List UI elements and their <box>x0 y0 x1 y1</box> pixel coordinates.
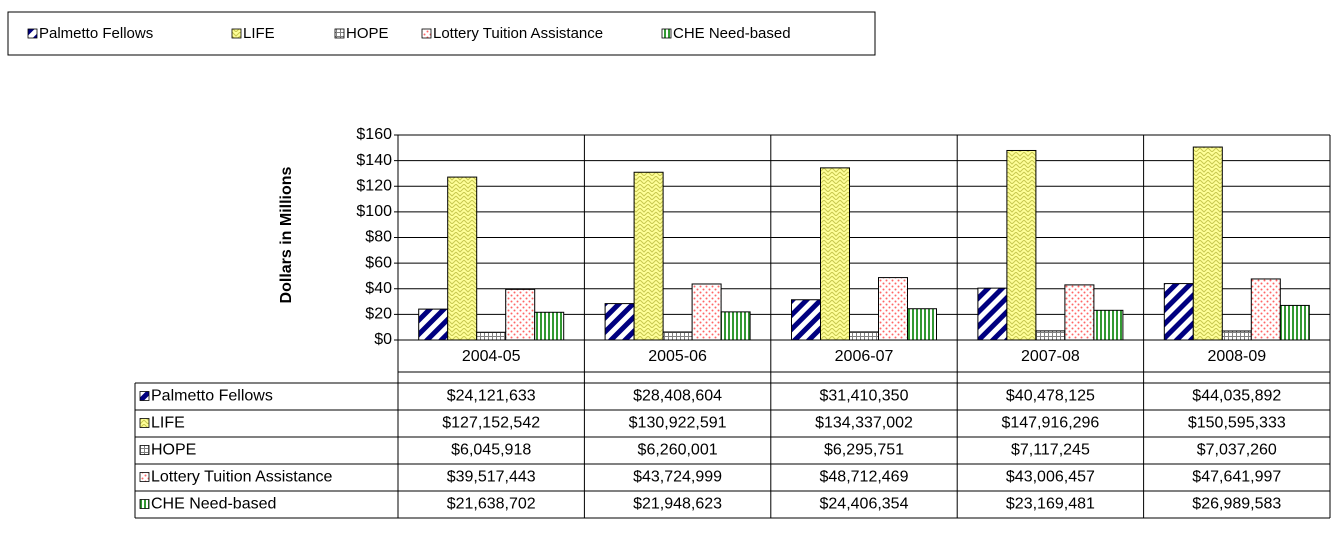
legend-swatch <box>27 28 38 39</box>
y-tick-label: $20 <box>365 306 392 323</box>
bar <box>505 288 536 341</box>
table-cell: $43,724,999 <box>633 469 722 486</box>
table-cell: $6,295,751 <box>824 442 904 459</box>
bar <box>878 277 908 341</box>
bar <box>907 308 937 341</box>
table-cell: $24,406,354 <box>820 496 909 513</box>
legend-label: Palmetto Fellows <box>39 25 153 42</box>
bar <box>476 331 507 341</box>
table-cell: $23,169,481 <box>1006 496 1095 513</box>
bar <box>791 299 821 341</box>
table-cell: $127,152,542 <box>442 415 540 432</box>
bar <box>418 308 449 341</box>
bar <box>447 176 478 341</box>
legend-label: Lottery Tuition Assistance <box>433 25 603 42</box>
legend-swatch <box>334 28 345 39</box>
x-tick-label: 2006-07 <box>835 348 894 365</box>
table-cell: $147,916,296 <box>1001 415 1099 432</box>
table-cell: $39,517,443 <box>447 469 536 486</box>
y-tick-label: $160 <box>356 126 392 143</box>
bar <box>977 287 1008 341</box>
table-row-label: Palmetto Fellows <box>151 388 273 405</box>
y-tick-label: $60 <box>365 254 392 271</box>
bar <box>604 303 635 341</box>
y-tick-label: $120 <box>356 177 392 194</box>
x-tick-label: 2004-05 <box>462 348 521 365</box>
bar <box>1035 330 1066 341</box>
y-tick-label: $0 <box>374 331 392 348</box>
legend-swatch <box>421 28 432 39</box>
legend-box <box>7 11 876 56</box>
bar <box>720 311 751 341</box>
legend-swatch <box>661 28 672 39</box>
table-row-label: HOPE <box>151 442 196 459</box>
table-cell: $40,478,125 <box>1006 388 1095 405</box>
table-cell: $31,410,350 <box>820 388 909 405</box>
bar <box>534 311 565 341</box>
table-swatch <box>139 499 150 509</box>
y-tick-label: $140 <box>356 152 392 169</box>
table-swatch <box>139 391 150 401</box>
table-cell: $21,638,702 <box>447 496 536 513</box>
legend-label: CHE Need-based <box>673 25 791 42</box>
y-tick-label: $40 <box>365 280 392 297</box>
y-tick-label: $100 <box>356 203 392 220</box>
table-row-label: LIFE <box>151 415 185 432</box>
bar <box>1093 309 1124 341</box>
table-row-label: CHE Need-based <box>151 496 276 513</box>
table-cell: $7,037,260 <box>1197 442 1277 459</box>
y-axis-title: Dollars in Millions <box>278 166 295 303</box>
table-cell: $6,045,918 <box>451 442 531 459</box>
bar <box>1006 149 1037 341</box>
table-cell: $28,408,604 <box>633 388 722 405</box>
bar <box>849 331 879 341</box>
legend-swatch <box>231 28 242 39</box>
table-swatch <box>139 472 150 482</box>
bar <box>662 331 693 341</box>
table-cell: $7,117,245 <box>1011 442 1090 459</box>
bar <box>1279 304 1310 341</box>
table-cell: $6,260,001 <box>638 442 718 459</box>
bar <box>820 167 850 341</box>
table-cell: $24,121,633 <box>447 388 536 405</box>
table-cell: $150,595,333 <box>1188 415 1286 432</box>
table-swatch <box>139 418 150 428</box>
x-tick-label: 2008-09 <box>1207 348 1266 365</box>
x-tick-label: 2007-08 <box>1021 348 1080 365</box>
bar <box>1192 146 1223 341</box>
table-cell: $47,641,997 <box>1192 469 1281 486</box>
bar <box>633 171 664 341</box>
bar <box>1163 283 1194 341</box>
table-cell: $43,006,457 <box>1006 469 1095 486</box>
table-cell: $130,922,591 <box>629 415 727 432</box>
bar <box>1064 284 1095 341</box>
table-cell: $21,948,623 <box>633 496 722 513</box>
table-cell: $44,035,892 <box>1192 388 1281 405</box>
legend-label: HOPE <box>346 25 389 42</box>
table-cell: $26,989,583 <box>1192 496 1281 513</box>
table-row-label: Lottery Tuition Assistance <box>151 469 333 486</box>
bar <box>1250 278 1281 341</box>
bar <box>691 283 722 341</box>
legend-label: LIFE <box>243 25 275 42</box>
table-cell: $48,712,469 <box>820 469 909 486</box>
table-swatch <box>139 445 150 455</box>
bar <box>1221 330 1252 341</box>
y-tick-label: $80 <box>365 229 392 246</box>
table-cell: $134,337,002 <box>815 415 913 432</box>
x-tick-label: 2005-06 <box>648 348 707 365</box>
